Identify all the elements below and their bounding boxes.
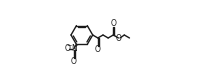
Text: O: O <box>116 34 122 43</box>
Text: O: O <box>95 45 101 54</box>
Text: N: N <box>71 44 77 53</box>
Text: +: + <box>73 43 78 48</box>
Text: O: O <box>110 19 116 28</box>
Text: −: − <box>67 42 72 47</box>
Text: O: O <box>71 57 77 66</box>
Text: O: O <box>65 44 71 53</box>
